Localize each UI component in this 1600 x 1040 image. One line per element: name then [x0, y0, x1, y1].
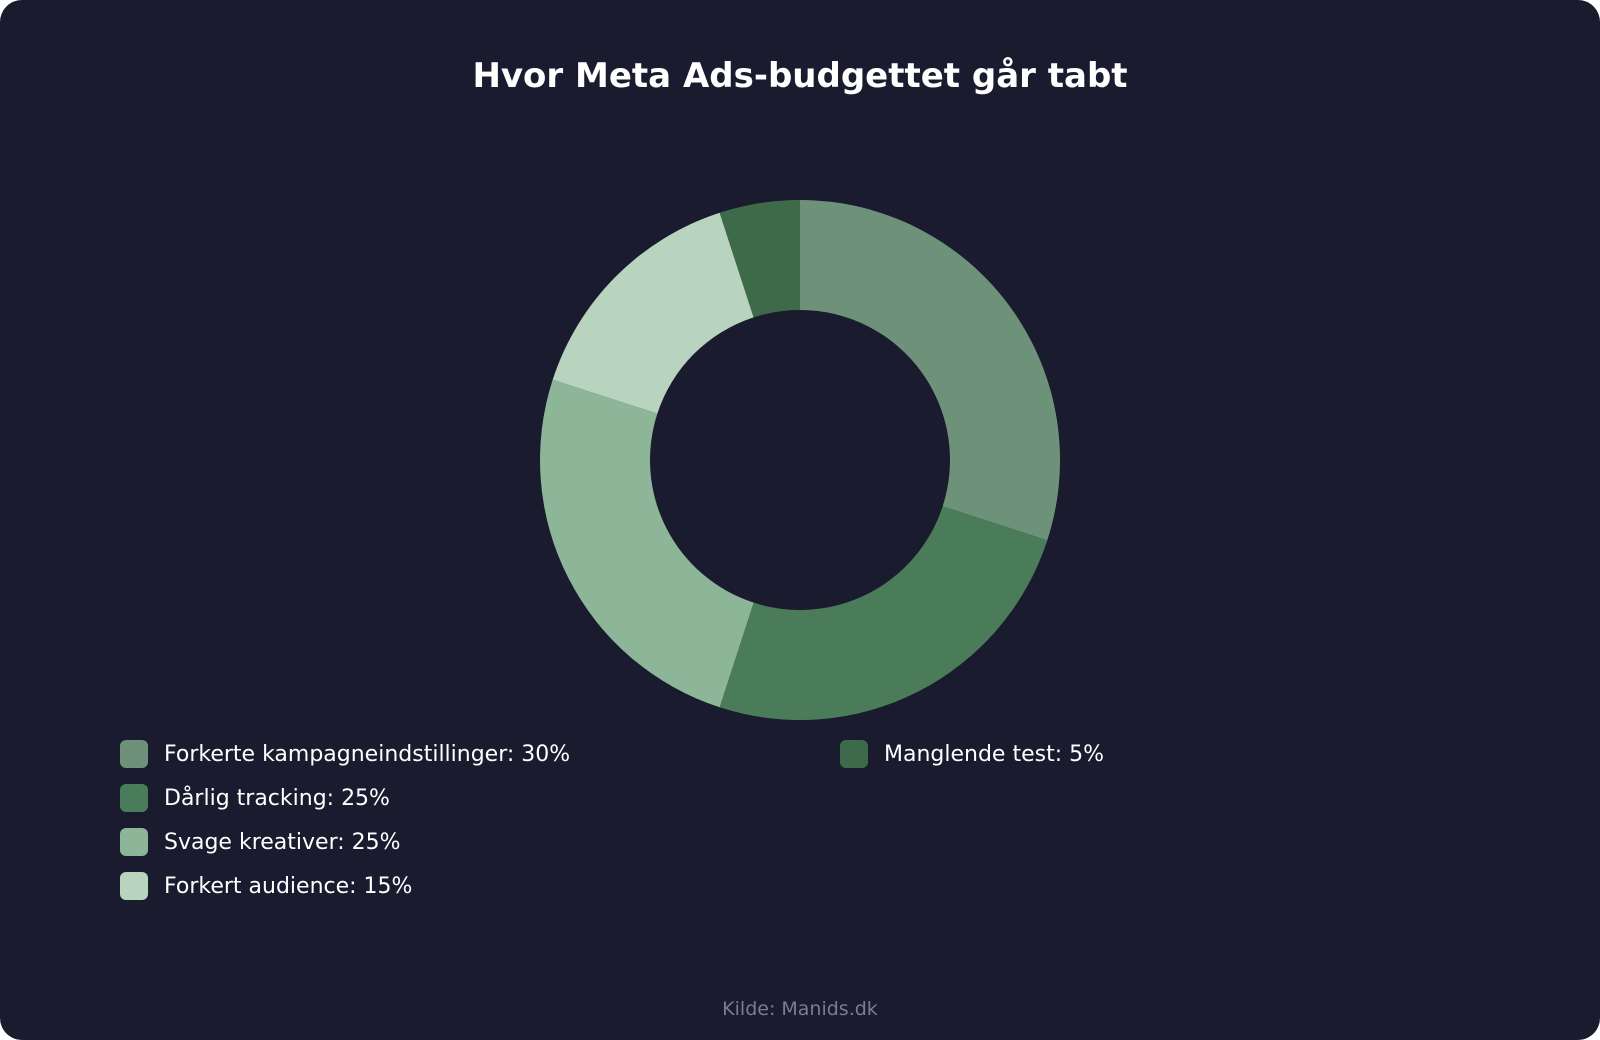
donut-slices — [539, 200, 1060, 721]
legend-label: Forkert audience: 15% — [164, 873, 413, 899]
legend-item: Forkerte kampagneindstillinger: 30% — [120, 740, 570, 768]
chart-source: Kilde: Manids.dk — [722, 998, 878, 1020]
chart-legend: Forkerte kampagneindstillinger: 30% Dårli… — [120, 740, 1520, 920]
legend-item: Dårlig tracking: 25% — [120, 784, 390, 812]
legend-item: Svage kreativer: 25% — [120, 828, 401, 856]
donut-slice-5 — [719, 200, 800, 318]
legend-swatch — [120, 828, 148, 856]
donut-slice-3 — [539, 379, 754, 708]
legend-label: Svage kreativer: 25% — [164, 829, 401, 855]
legend-label: Manglende test: 5% — [884, 741, 1105, 767]
legend-swatch — [120, 784, 148, 812]
legend-item: Manglende test: 5% — [840, 740, 1104, 768]
legend-label: Forkerte kampagneindstillinger: 30% — [164, 741, 571, 767]
donut-slice-2 — [719, 506, 1048, 721]
legend-label: Dårlig tracking: 25% — [164, 785, 390, 811]
legend-item: Forkert audience: 15% — [120, 872, 412, 900]
legend-swatch — [120, 740, 148, 768]
legend-swatch — [840, 740, 868, 768]
chart-title: Hvor Meta Ads-budgettet går tabt — [472, 56, 1128, 96]
legend-swatch — [120, 872, 148, 900]
donut-slice-1 — [800, 200, 1060, 541]
donut-slice-4 — [552, 212, 754, 414]
